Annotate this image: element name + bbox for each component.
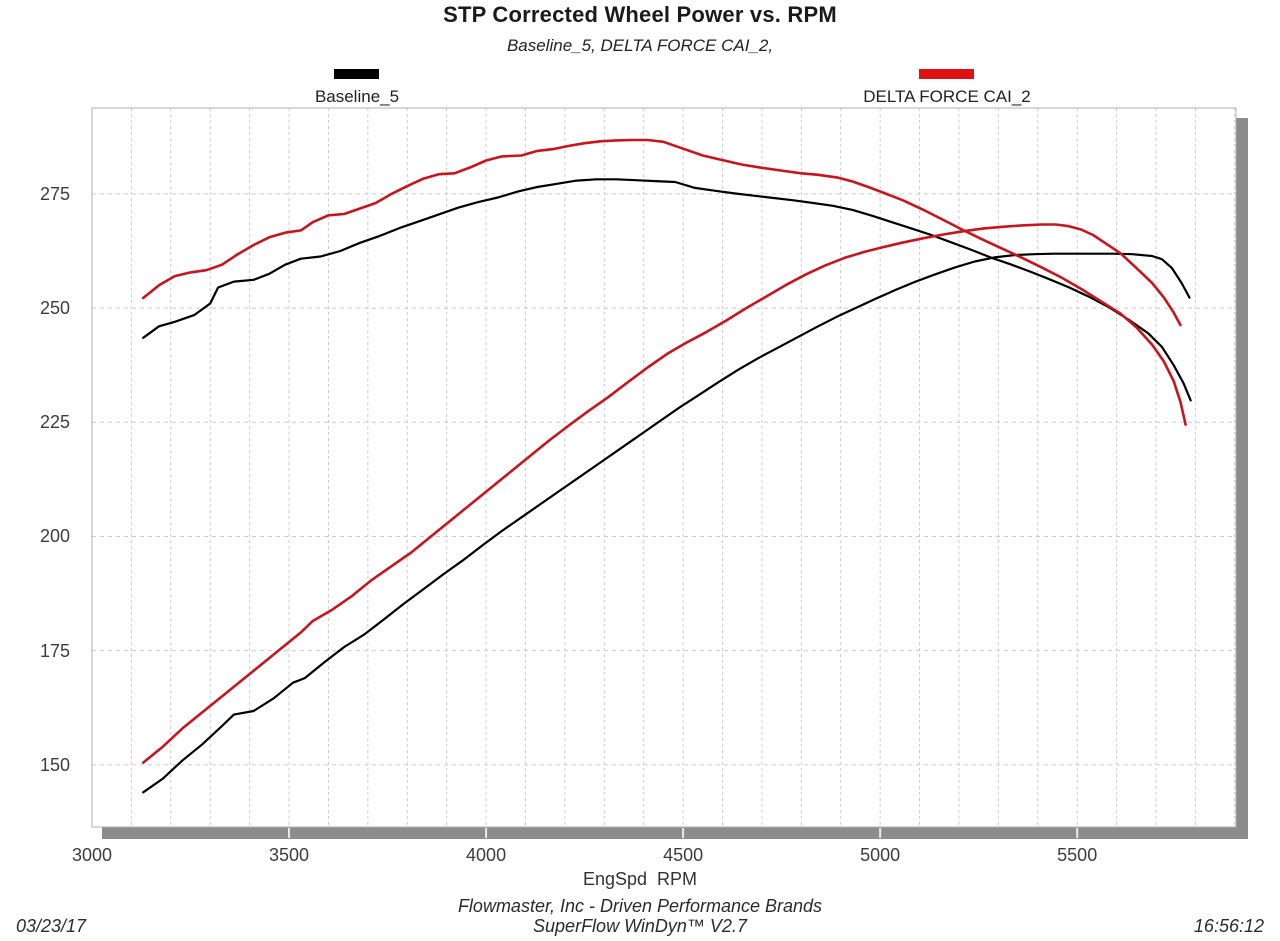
chart-subtitle: Baseline_5, DELTA FORCE CAI_2, (506, 36, 774, 55)
footer-company: Flowmaster, Inc - Driven Performance Bra… (457, 896, 823, 916)
x-major-tick-notch (485, 828, 488, 838)
y-tick-label: 150 (39, 754, 70, 775)
x-major-tick-notch (682, 828, 685, 838)
x-tick-label: 5500 (1057, 845, 1098, 865)
plot-border (91, 107, 1237, 828)
y-tick-label: 250 (39, 298, 70, 319)
date-stamp: 03/23/17 (16, 916, 87, 936)
plot-shadow-right (1236, 118, 1248, 839)
x-tick-label: 3500 (269, 845, 310, 865)
legend-label-delta-force-cai: DELTA FORCE CAI_2 (863, 87, 1031, 106)
x-major-tick-notch (879, 828, 882, 838)
legend-swatch-baseline (334, 69, 379, 79)
x-tick-label: 5000 (860, 845, 901, 865)
x-tick-label: 3000 (71, 845, 113, 865)
y-tick-label: 275 (39, 183, 70, 204)
curve-delta-force-cai-2-power (141, 223, 1182, 764)
footer-software: SuperFlow WinDyn™ V2.7 (533, 916, 747, 936)
curve-baseline-5-torque (142, 178, 1192, 402)
y-tick-label: 175 (39, 640, 70, 661)
x-tick-label: 4500 (663, 845, 704, 865)
legend-label-baseline: Baseline_5 (314, 87, 400, 106)
page-title: STP Corrected Wheel Power vs. RPM (443, 2, 837, 27)
x-axis-title: EngSpd RPM (582, 869, 698, 889)
curve-baseline-5-power (142, 252, 1191, 794)
legend-swatch-delta-force-cai (919, 69, 974, 79)
plot-shadow-bottom (102, 827, 1248, 839)
curve-delta-force-cai-2-torque (141, 138, 1187, 426)
y-tick-label: 225 (39, 412, 70, 433)
x-major-tick-notch (288, 828, 291, 838)
x-tick-label: 4000 (466, 845, 507, 865)
x-major-tick-notch (1076, 828, 1079, 838)
y-tick-label: 200 (39, 526, 70, 547)
time-stamp: 16:56:12 (1193, 916, 1264, 936)
